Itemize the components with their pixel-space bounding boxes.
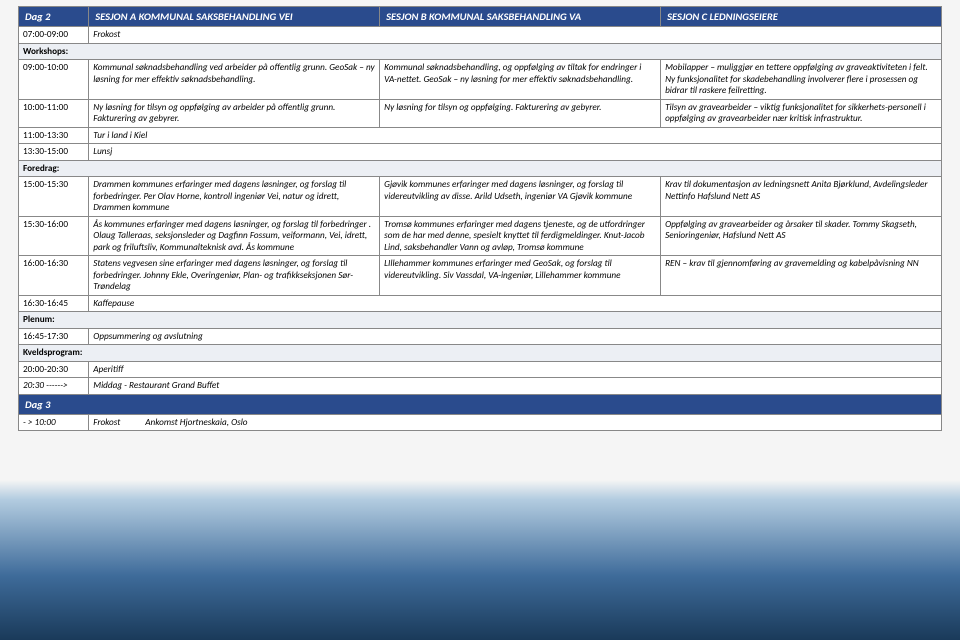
table-row: 10:00-11:00 Ny løsning for tilsyn og opp… — [19, 99, 942, 127]
content-cell: Lunsj — [89, 144, 942, 161]
table-row: 07:00-09:00 Frokost — [19, 27, 942, 44]
time-cell: 20:30 ------> — [19, 378, 89, 395]
content-cell: Frokost Ankomst Hjortneskaia, Oslo — [89, 414, 942, 431]
content-cell: Middag - Restaurant Grand Buffet — [89, 378, 942, 395]
time-cell: - > 10:00 — [19, 414, 89, 431]
section-foredrag: Foredrag: — [19, 160, 942, 177]
dag3-row: Dag 3 — [19, 394, 942, 414]
time-cell: 10:00-11:00 — [19, 99, 89, 127]
section-kveldsprogram: Kveldsprogram: — [19, 345, 942, 362]
table-row: 16:30-16:45 Kaffepause — [19, 295, 942, 312]
content-cell: Tur i land i Kiel — [89, 127, 942, 144]
content-cell: Frokost — [89, 27, 942, 44]
table-row: 13:30-15:00 Lunsj — [19, 144, 942, 161]
time-cell: 13:30-15:00 — [19, 144, 89, 161]
content-cell: Ny løsning for tilsyn og oppfølging. Fak… — [380, 99, 661, 127]
table-row: 20:00-20:30 Aperitiff — [19, 361, 942, 378]
time-cell: 09:00-10:00 — [19, 60, 89, 100]
section-label: Foredrag: — [19, 160, 942, 177]
table-row: 16:00-16:30 Statens vegvesen sine erfari… — [19, 256, 942, 296]
table-row: 15:00-15:30 Drammen kommunes erfaringer … — [19, 177, 942, 217]
section-label: Kveldsprogram: — [19, 345, 942, 362]
time-cell: 11:00-13:30 — [19, 127, 89, 144]
dag2-header: Dag 2 — [19, 7, 89, 27]
content-cell: Oppsummering og avslutning — [89, 328, 942, 345]
table-row: 20:30 ------> Middag - Restaurant Grand … — [19, 378, 942, 395]
content-cell: Oppfølging av gravearbeider og årsaker t… — [661, 216, 942, 256]
time-cell: 20:00-20:30 — [19, 361, 89, 378]
content-cell: Ås kommunes erfaringer med dagens løsnin… — [89, 216, 380, 256]
session-a-header: SESJON A KOMMUNAL SAKSBEHANDLING VEI — [89, 7, 380, 27]
time-cell: 07:00-09:00 — [19, 27, 89, 44]
table-row: 11:00-13:30 Tur i land i Kiel — [19, 127, 942, 144]
session-b-header: SESJON B KOMMUNAL SAKSBEHANDLING VA — [380, 7, 661, 27]
section-label: Workshops: — [19, 43, 942, 60]
time-cell: 16:00-16:30 — [19, 256, 89, 296]
schedule-table: Dag 2 SESJON A KOMMUNAL SAKSBEHANDLING V… — [18, 6, 942, 431]
content-cell: Krav til dokumentasjon av ledningsnett A… — [661, 177, 942, 217]
content-cell: Kommunal søknadsbehandling ved arbeider … — [89, 60, 380, 100]
table-row: 16:45-17:30 Oppsummering og avslutning — [19, 328, 942, 345]
time-cell: 16:45-17:30 — [19, 328, 89, 345]
content-cell: REN – krav til gjennomføring av gravemel… — [661, 256, 942, 296]
content-cell: Kaffepause — [89, 295, 942, 312]
table-row: 15:30-16:00 Ås kommunes erfaringer med d… — [19, 216, 942, 256]
time-cell: 15:00-15:30 — [19, 177, 89, 217]
content-cell: Statens vegvesen sine erfaringer med dag… — [89, 256, 380, 296]
table-row: 09:00-10:00 Kommunal søknadsbehandling v… — [19, 60, 942, 100]
section-label: Plenum: — [19, 312, 942, 329]
session-c-header: SESJON C LEDNINGSEIERE — [661, 7, 942, 27]
content-cell: Tromsø kommunes erfaringer med dagens tj… — [380, 216, 661, 256]
content-cell: Ny løsning for tilsyn og oppfølging av a… — [89, 99, 380, 127]
content-cell: Kommunal søknadsbehandling, og oppfølgin… — [380, 60, 661, 100]
content-cell: Drammen kommunes erfaringer med dagens l… — [89, 177, 380, 217]
content-cell: Aperitiff — [89, 361, 942, 378]
content-cell: Tilsyn av gravearbeider – viktig funksjo… — [661, 99, 942, 127]
dag3-header: Dag 3 — [19, 394, 942, 414]
time-cell: 16:30-16:45 — [19, 295, 89, 312]
section-plenum: Plenum: — [19, 312, 942, 329]
section-workshops: Workshops: — [19, 43, 942, 60]
time-cell: 15:30-16:00 — [19, 216, 89, 256]
table-row: - > 10:00 Frokost Ankomst Hjortneskaia, … — [19, 414, 942, 431]
content-cell: LIllehammer kommunes erfaringer med GeoS… — [380, 256, 661, 296]
content-cell: Gjøvik kommunes erfaringer med dagens lø… — [380, 177, 661, 217]
content-cell: Mobilapper – muliggjør en tettere oppføl… — [661, 60, 942, 100]
header-row: Dag 2 SESJON A KOMMUNAL SAKSBEHANDLING V… — [19, 7, 942, 27]
